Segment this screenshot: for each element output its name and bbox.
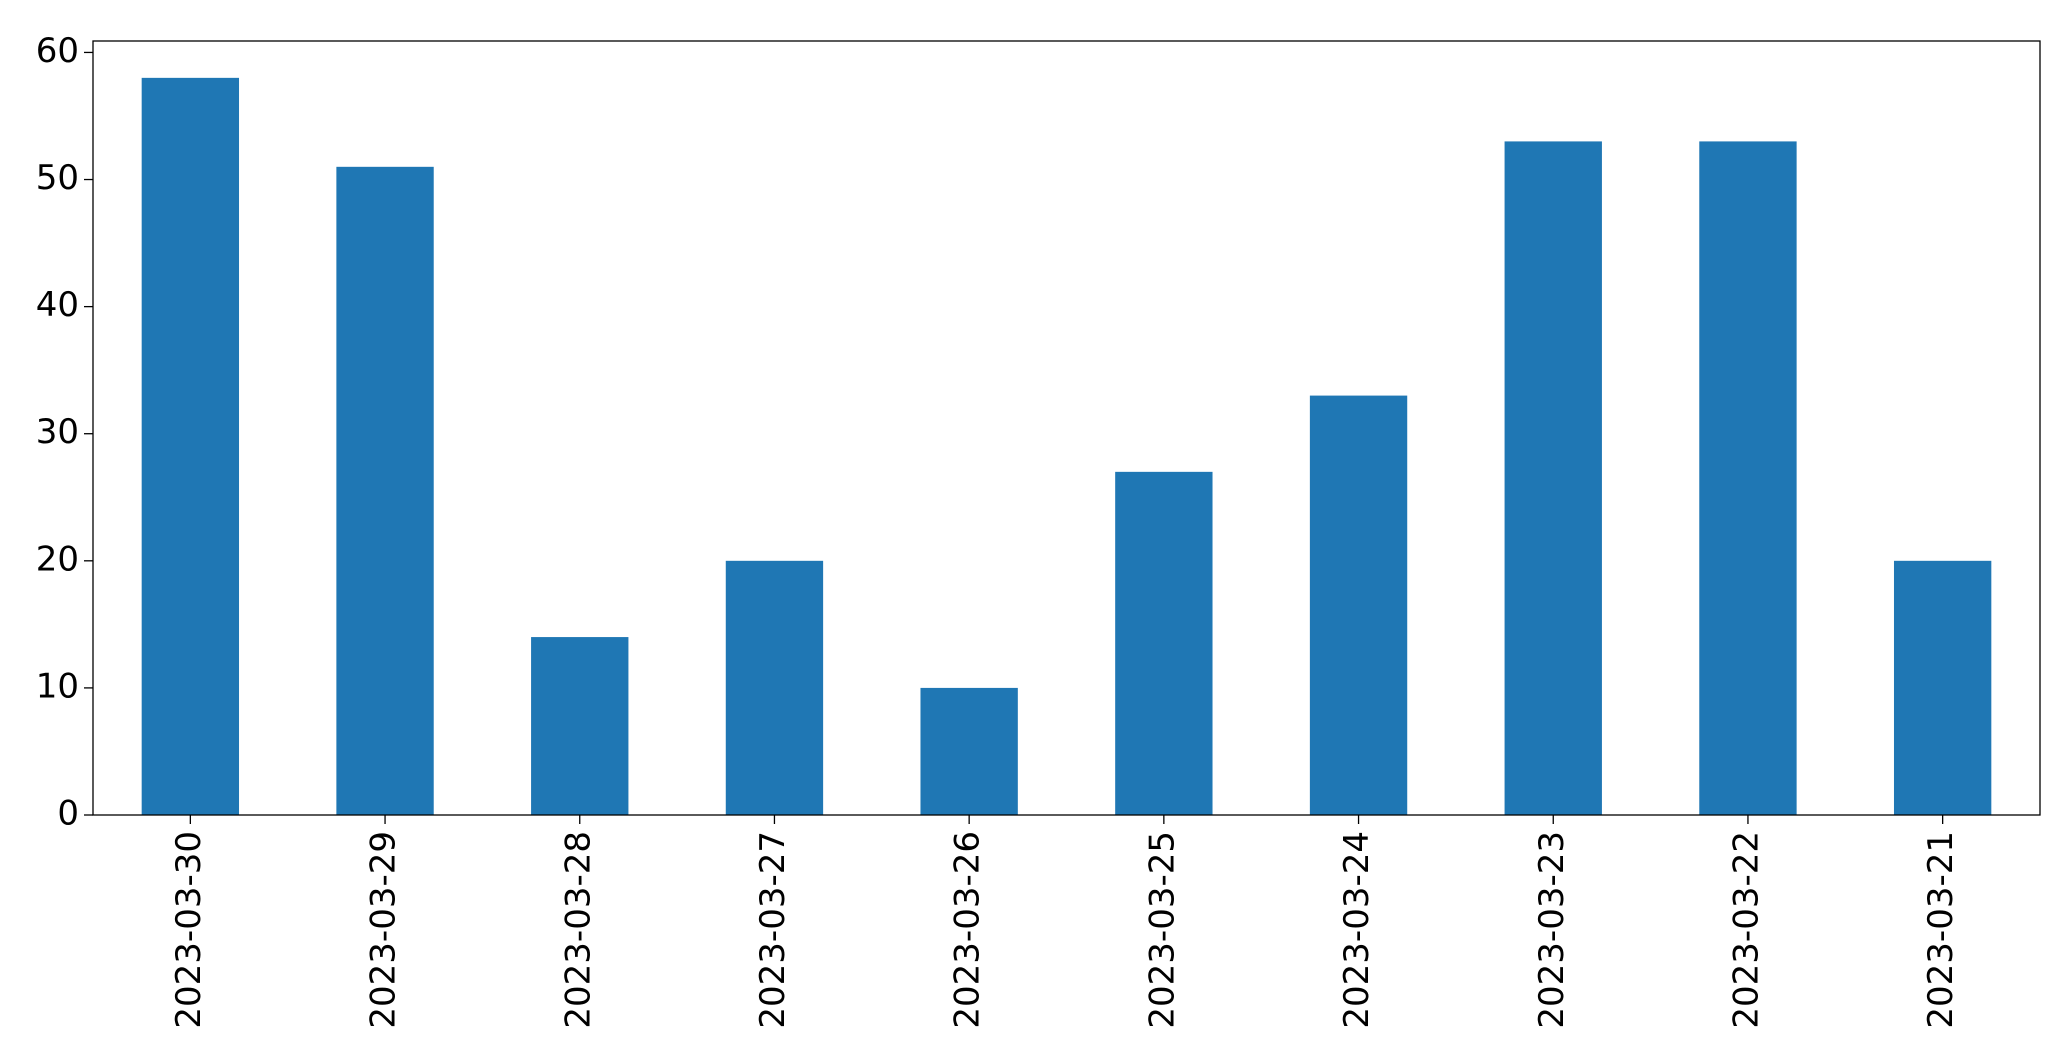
y-tick-label: 40: [36, 285, 79, 325]
x-tick-label: 2023-03-26: [948, 831, 988, 1029]
bar: [725, 560, 824, 815]
bar: [1504, 141, 1602, 816]
bar: [141, 77, 240, 816]
x-tick-label: 2023-03-28: [558, 831, 598, 1029]
bar: [1699, 141, 1797, 816]
bar: [531, 637, 629, 815]
y-tick-label: 10: [36, 666, 79, 706]
x-tick-label: 2023-03-24: [1337, 831, 1377, 1029]
plot-frame: [92, 40, 2041, 816]
bar: [1115, 471, 1213, 815]
x-tick-label: 2023-03-29: [364, 831, 404, 1029]
x-tick-label: 2023-03-27: [753, 831, 793, 1029]
bar: [336, 166, 434, 816]
y-tick-label: 20: [36, 539, 79, 579]
x-tick-label: 2023-03-25: [1142, 831, 1182, 1029]
x-tick-label: 2023-03-30: [169, 831, 209, 1029]
bar: [1309, 395, 1408, 815]
x-tick-label: 2023-03-21: [1921, 831, 1961, 1029]
y-tick-label: 30: [36, 412, 79, 452]
x-tick-label: 2023-03-22: [1726, 831, 1766, 1029]
y-tick-label: 60: [36, 31, 79, 71]
bar: [1893, 560, 1992, 815]
y-tick-label: 50: [36, 158, 79, 198]
x-tick-label: 2023-03-23: [1532, 831, 1572, 1029]
bar: [920, 687, 1018, 815]
y-tick-label: 0: [57, 794, 79, 834]
